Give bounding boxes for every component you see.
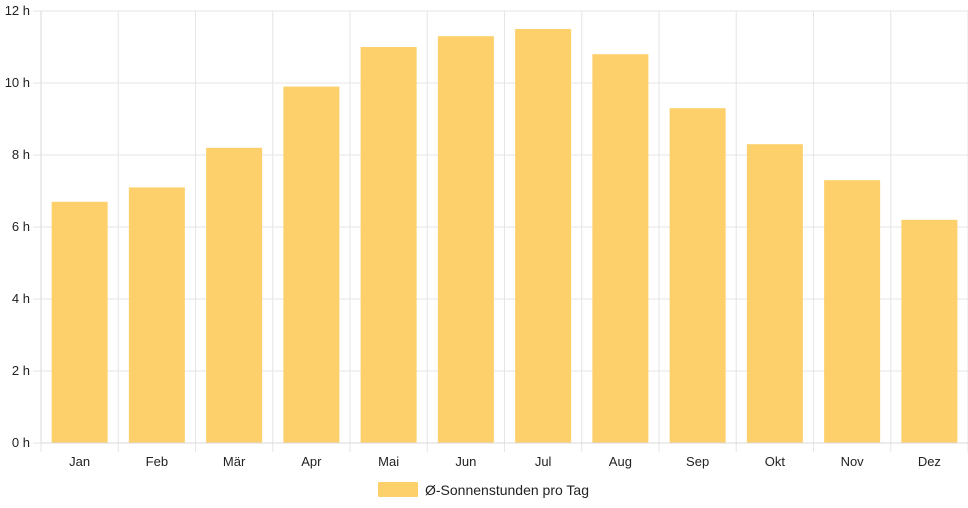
y-tick-label: 8 h [12,147,30,162]
x-tick-label: Mär [223,454,246,469]
y-axis: 0 h 2 h 4 h 6 h 8 h 10 h 12 h [5,3,42,450]
bar[interactable] [51,201,108,443]
bar[interactable] [206,147,263,444]
legend-swatch [378,482,418,497]
x-tick-label: Dez [918,454,941,469]
bar[interactable] [669,108,726,443]
x-tick-label: Mai [378,454,399,469]
x-tick-label: Nov [841,454,865,469]
bars [51,29,958,444]
bar[interactable] [901,219,958,443]
y-tick-label: 6 h [12,219,30,234]
x-axis: Jan Feb Mär Apr Mai Jun Jul Aug Sep Okt Nov Dez [41,442,968,469]
bar[interactable] [592,54,649,443]
y-tick-label: 12 h [5,3,30,18]
x-tick-label: Jan [69,454,90,469]
y-tick-label: 4 h [12,291,30,306]
x-tick-label: Sep [686,454,709,469]
bar[interactable] [824,180,881,443]
y-tick-label: 0 h [12,435,30,450]
legend-label: Ø-Sonnenstunden pro Tag [425,482,589,498]
grid-lines [33,10,968,452]
y-tick-label: 2 h [12,363,30,378]
bar[interactable] [283,86,340,443]
bar[interactable] [515,29,572,443]
x-tick-label: Aug [609,454,632,469]
x-tick-label: Apr [301,454,322,469]
x-tick-label: Okt [765,454,786,469]
y-tick-label: 10 h [5,75,30,90]
legend[interactable]: Ø-Sonnenstunden pro Tag [378,482,589,498]
bar[interactable] [746,144,803,443]
x-tick-label: Feb [146,454,168,469]
x-tick-label: Jun [455,454,476,469]
bar[interactable] [437,36,494,443]
bar[interactable] [128,187,185,443]
bar[interactable] [360,47,417,443]
x-tick-label: Jul [535,454,552,469]
